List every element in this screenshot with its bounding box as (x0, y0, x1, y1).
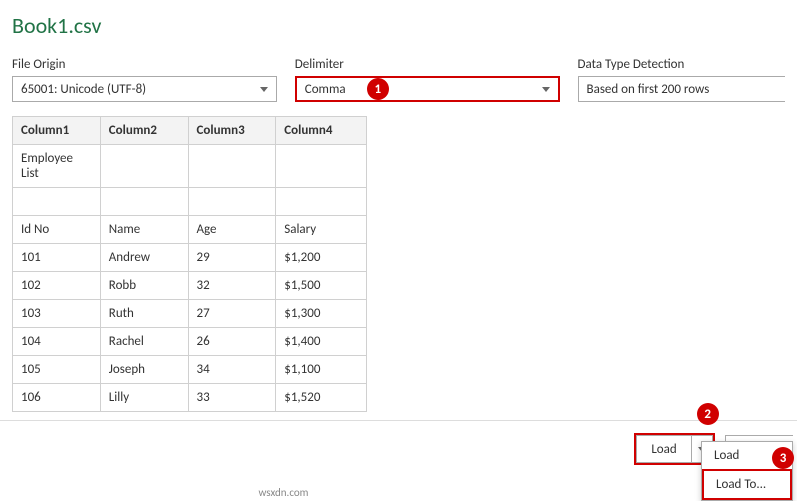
table-cell: 101 (13, 244, 101, 272)
delimiter-value: Comma (305, 82, 346, 97)
table-cell (188, 188, 276, 216)
table-cell: Robb (100, 272, 188, 300)
table-row: Employee List (13, 145, 367, 188)
table-cell (100, 145, 188, 188)
detection-value: Based on first 200 rows (587, 82, 710, 97)
menu-item-load-to-label: Load To... (716, 477, 766, 492)
col-header[interactable]: Column3 (188, 117, 276, 145)
callout-3: 3 (772, 447, 794, 469)
table-cell: 33 (188, 384, 276, 412)
col-header[interactable]: Column2 (100, 117, 188, 145)
table-cell: Salary (276, 216, 367, 244)
file-origin-label: File Origin (12, 57, 277, 72)
col-header[interactable]: Column1 (13, 117, 101, 145)
table-cell (13, 188, 101, 216)
table-cell: Employee List (13, 145, 101, 188)
table-cell: Ruth (100, 300, 188, 328)
table-cell: 27 (188, 300, 276, 328)
load-button[interactable]: Load (636, 435, 690, 463)
chevron-down-icon (542, 87, 550, 92)
menu-item-load-to[interactable]: Load To... 3 (702, 469, 792, 500)
table-row: 105Joseph34$1,100 (13, 356, 367, 384)
table-cell: $1,100 (276, 356, 367, 384)
page-title: Book1.csv (12, 12, 785, 39)
table-cell: Lilly (100, 384, 188, 412)
table-cell: $1,400 (276, 328, 367, 356)
delimiter-group: Delimiter Comma 1 (295, 57, 560, 102)
col-header[interactable]: Column4 (276, 117, 367, 145)
table-cell: Rachel (100, 328, 188, 356)
table-cell: 102 (13, 272, 101, 300)
table-row: 102Robb32$1,500 (13, 272, 367, 300)
delimiter-dropdown[interactable]: Comma (295, 76, 560, 102)
table-cell: $1,500 (276, 272, 367, 300)
load-dropdown-menu: Load Load To... 3 (701, 441, 793, 501)
detection-label: Data Type Detection (578, 57, 785, 72)
table-cell: Age (188, 216, 276, 244)
detection-group: Data Type Detection Based on first 200 r… (578, 57, 785, 102)
footer-bar: 2 Load Transform (0, 420, 797, 465)
watermark: wsxdn.com (259, 486, 309, 499)
table-cell (276, 188, 367, 216)
table-cell: Id No (13, 216, 101, 244)
table-cell: $1,200 (276, 244, 367, 272)
table-cell: 29 (188, 244, 276, 272)
table-cell: 106 (13, 384, 101, 412)
file-origin-group: File Origin 65001: Unicode (UTF-8) (12, 57, 277, 102)
table-row: 104Rachel26$1,400 (13, 328, 367, 356)
chevron-down-icon (260, 87, 268, 92)
preview-table: Column1 Column2 Column3 Column4 Employee… (12, 116, 367, 412)
table-cell: 105 (13, 356, 101, 384)
table-header-row: Column1 Column2 Column3 Column4 (13, 117, 367, 145)
table-cell: 34 (188, 356, 276, 384)
controls-row: File Origin 65001: Unicode (UTF-8) Delim… (12, 57, 785, 102)
table-row: 106Lilly33$1,520 (13, 384, 367, 412)
table-cell: Joseph (100, 356, 188, 384)
callout-1: 1 (367, 78, 389, 100)
file-origin-dropdown[interactable]: 65001: Unicode (UTF-8) (12, 76, 277, 102)
delimiter-label: Delimiter (295, 57, 560, 72)
detection-dropdown[interactable]: Based on first 200 rows (578, 76, 785, 102)
table-cell: 32 (188, 272, 276, 300)
table-cell (188, 145, 276, 188)
table-cell: 103 (13, 300, 101, 328)
file-origin-value: 65001: Unicode (UTF-8) (21, 82, 146, 97)
table-cell: $1,520 (276, 384, 367, 412)
table-cell: 104 (13, 328, 101, 356)
table-row: 103Ruth27$1,300 (13, 300, 367, 328)
table-cell: 26 (188, 328, 276, 356)
table-cell: Andrew (100, 244, 188, 272)
table-row (13, 188, 367, 216)
table-cell: Name (100, 216, 188, 244)
table-row: 101Andrew29$1,200 (13, 244, 367, 272)
table-cell: $1,300 (276, 300, 367, 328)
table-cell (276, 145, 367, 188)
table-row: Id NoNameAgeSalary (13, 216, 367, 244)
table-cell (100, 188, 188, 216)
callout-2: 2 (697, 403, 719, 425)
